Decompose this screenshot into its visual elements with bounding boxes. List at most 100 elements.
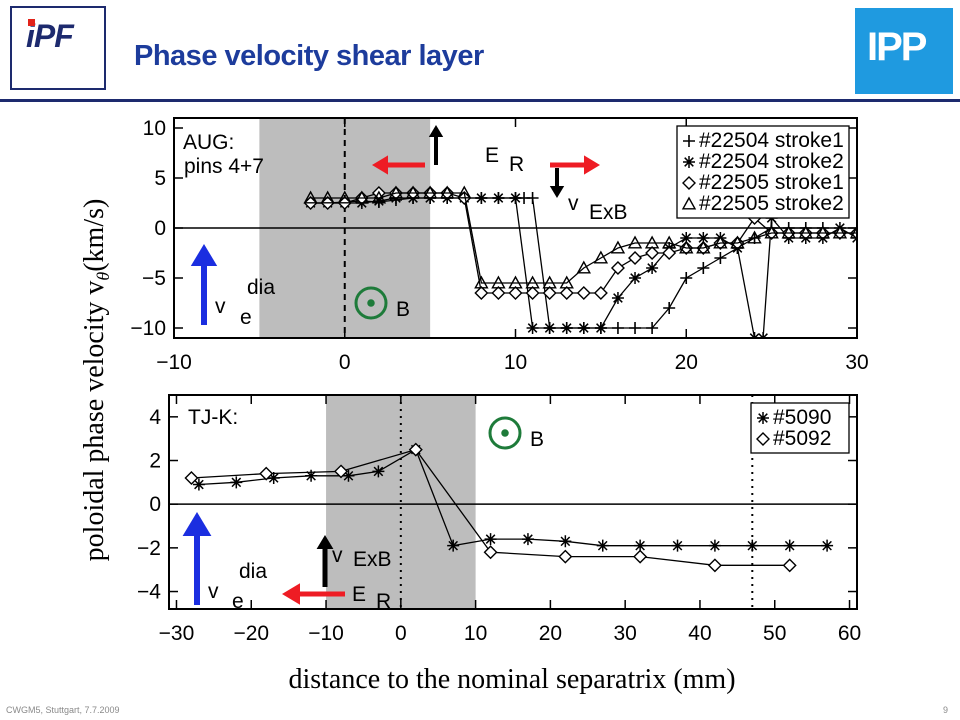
panel-bottom-er-arrow — [282, 583, 345, 605]
panel-top-series-3-point — [644, 235, 660, 249]
x-axis-label: distance to the nominal separatrix (mm) — [288, 664, 735, 695]
panel-top-series-3-point — [713, 235, 728, 249]
panel-top-series-1-point — [629, 272, 642, 284]
panel-bottom-series-0-point — [305, 469, 318, 482]
panel-bottom-er-label: E — [352, 583, 366, 606]
panel-top-series-0-point — [629, 322, 642, 334]
panel-bottom-series-1-point — [334, 464, 348, 479]
panel-bottom-xtick-label: 0 — [395, 622, 407, 645]
panel-top-series-3-point — [405, 185, 421, 199]
panel-top-series-2-point — [508, 286, 523, 300]
panel-bottom-xtick-label: 20 — [539, 622, 562, 645]
panel-bottom-legend-marker-1 — [756, 432, 770, 446]
panel-top-series-3-point — [730, 235, 745, 249]
panel-top-legend-box — [676, 125, 850, 219]
panel-top-series-1-point — [509, 192, 522, 204]
panel-bottom-series-0-point — [230, 476, 243, 489]
panel-top-legend-marker-2 — [682, 176, 696, 190]
panel-top-series-3-point — [337, 190, 352, 204]
panel-top-vexb-down-arrow — [549, 168, 565, 198]
panel-bottom: −30 −20 −10 0 10 20 30 40 50 60420−2−4#5090#5092T… — [137, 394, 861, 645]
panel-bottom-series — [184, 442, 834, 573]
panel-bottom-er-sub: R — [376, 590, 391, 613]
panel-bottom-ytick-label: −4 — [137, 581, 161, 604]
panel-bottom-series-0-point — [821, 539, 834, 552]
panel-bottom-series-0-line — [198, 448, 828, 547]
panel-top-xtick-label: −10 — [156, 351, 192, 374]
title-divider — [0, 99, 960, 102]
panel-top-series-1-point — [646, 262, 659, 274]
panel-top-xtick-label: 20 — [675, 351, 698, 374]
panel-bottom-er-arrow-head — [282, 583, 300, 605]
panel-top-vexb-sub: ExB — [589, 201, 628, 224]
panel-top-series-0-point — [611, 322, 624, 334]
panel-top-label: AUG: — [183, 131, 234, 154]
panel-bottom-series-0 — [192, 443, 834, 552]
panel-top-series-2-point — [559, 286, 574, 300]
panel-top-b-symbol-ring — [354, 286, 388, 320]
panel-bottom-ytick-label: 2 — [149, 450, 161, 473]
panel-top-series-3-point — [696, 240, 711, 254]
panel-top-series-3-point — [303, 190, 318, 204]
panel-bottom-series-1 — [184, 442, 797, 573]
panel-top-series-3-point — [508, 275, 523, 289]
panel-bottom-legend-entry-1: #5092 — [773, 427, 831, 450]
panel-top-series-0-point — [646, 322, 659, 334]
ipp-logo: IPP — [855, 8, 953, 94]
panel-bottom-series-1-point — [483, 545, 498, 560]
panel-top-series-1-point — [526, 322, 539, 334]
panel-top-vexb-up-arrow-head — [428, 125, 444, 137]
panel-top-series-1-point — [680, 232, 693, 244]
panel-top-series-2-point — [576, 286, 591, 300]
panel-top-b-symbol — [354, 286, 388, 320]
panel-top-ytick-label: −10 — [130, 317, 166, 340]
panel-bottom-series-0-point — [708, 539, 721, 552]
panel-top-er-arrow-left — [372, 155, 425, 175]
panel-top-series-1-point — [372, 195, 385, 207]
footer-event: CWGM5, Stuttgart, 7.7.2009 — [6, 705, 120, 715]
panel-top-series-1-point — [697, 232, 710, 244]
panel-top-series-3-point — [388, 185, 404, 199]
y-axis-label-unit: (km/s) — [79, 199, 110, 272]
panel-top-series-0-point — [697, 262, 710, 274]
panel-top-ytick-label: 10 — [143, 117, 166, 140]
panel-top-series-3-point — [781, 225, 796, 239]
panel-top-er-arrow-right — [550, 155, 600, 175]
panel-top-series-3-point — [440, 185, 455, 199]
panel-top-xtick-label: 0 — [339, 351, 351, 374]
panel-bottom-vexb-arrow-head — [316, 535, 334, 549]
panel-bottom-series-0-point — [746, 539, 759, 552]
panel-bottom-series-1-point — [558, 549, 573, 564]
panel-top-series-3-point — [525, 275, 540, 289]
y-axis-label-main: poloidal phase velocity v — [79, 281, 110, 562]
panel-top-xtick-label: 30 — [845, 351, 868, 374]
panel-top-xtick-label: 10 — [504, 351, 527, 374]
panel-bottom-vdia-arrow — [182, 512, 212, 605]
panel-bottom-series-1-point — [408, 442, 423, 457]
y-axis-label: poloidal phase velocity vθ(km/s) — [79, 199, 113, 562]
panel-bottom-series-1-point — [259, 466, 274, 481]
panel-top-b-label: B — [396, 298, 410, 321]
panel-top-series-1-line — [310, 197, 857, 338]
panel-top-series-2-point — [610, 261, 625, 275]
panel-top-series-3-point — [815, 225, 831, 239]
panel-bottom-vexb-label: v — [332, 544, 343, 567]
panel-bottom-vexb-sub: ExB — [353, 548, 392, 571]
panel-top-series-0-point — [663, 302, 676, 314]
panel-bottom-b-label: B — [530, 428, 544, 451]
panel-bottom-legend-box — [750, 402, 850, 454]
panel-bottom-series-0-point — [447, 539, 460, 552]
panel-top-er-arrow-right-head — [584, 155, 600, 175]
panel-bottom-b-symbol — [488, 416, 522, 450]
panel-top-series-0-point — [680, 272, 693, 284]
panel-top-ytick-label: 0 — [154, 217, 166, 240]
panel-top-series-0-point — [714, 252, 727, 264]
panel-top-legend-entry-1: #22504 stroke2 — [699, 150, 844, 173]
panel-bottom-series-0-point — [267, 471, 280, 484]
panel-bottom-ytick-label: 0 — [149, 493, 161, 516]
panel-top-series-3-point — [661, 235, 677, 249]
panel-top-er-label: E — [485, 144, 499, 167]
panel-top-series-3-point — [559, 275, 574, 289]
panel-top-series-1-point — [560, 322, 573, 334]
